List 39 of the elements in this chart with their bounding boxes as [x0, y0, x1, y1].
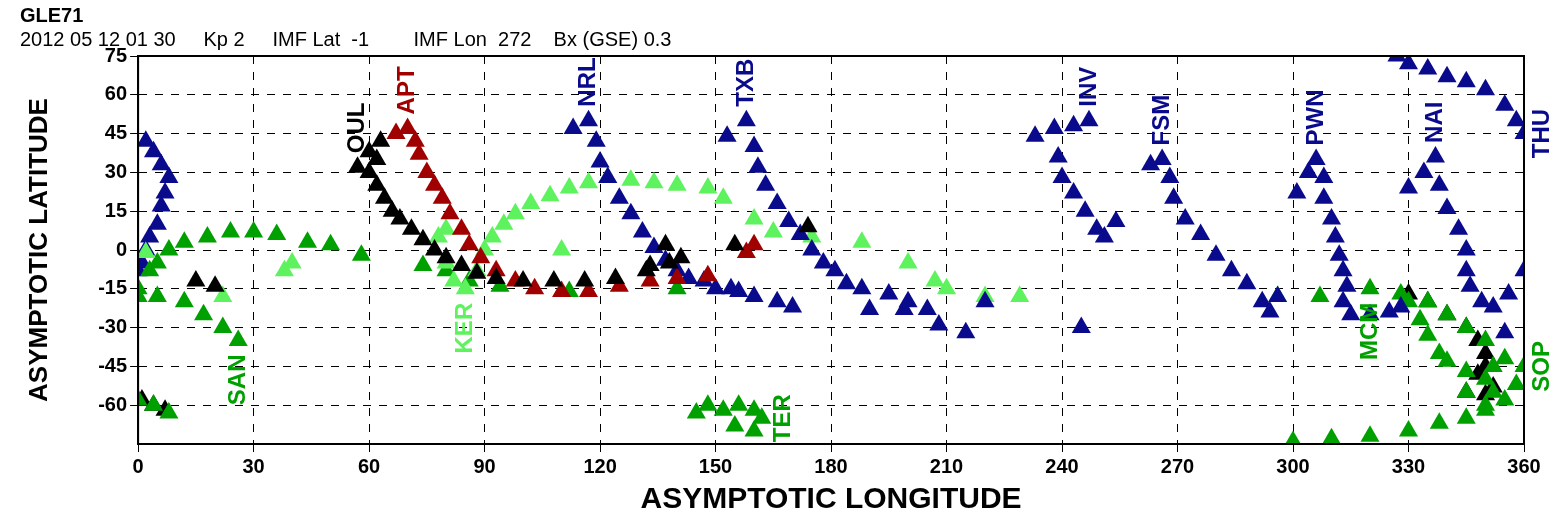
x-tick-label: 360	[1507, 454, 1541, 477]
y-tick-label: 15	[104, 198, 128, 221]
text: THU	[1526, 108, 1554, 159]
text: TER	[768, 394, 796, 443]
text: KER	[449, 302, 477, 354]
x-tick-label: 30	[242, 454, 265, 477]
text: MCM	[1354, 302, 1382, 361]
x-tick-label: 330	[1391, 454, 1426, 477]
x-tick-label: 120	[583, 454, 617, 477]
x-tick-label: 210	[929, 454, 964, 477]
y-axis-title: ASYMPTOTIC LATITUDE	[22, 98, 53, 402]
text: SAN	[222, 354, 250, 406]
y-tick-label: -15	[98, 276, 128, 299]
text: OUL	[342, 102, 370, 154]
text: PWN	[1300, 89, 1328, 146]
y-tick-label: -45	[98, 353, 128, 376]
text: TXB	[730, 58, 758, 107]
y-tick-label: 60	[104, 82, 128, 105]
x-tick-label: 180	[814, 454, 848, 477]
x-tick-label: 300	[1276, 454, 1310, 477]
text: FSM	[1146, 94, 1174, 146]
x-tick-label: 150	[698, 454, 733, 477]
text: NRL	[573, 57, 601, 107]
y-tick-label: -60	[98, 392, 128, 415]
y-tick-label: 30	[104, 159, 128, 182]
text: NAI	[1420, 101, 1448, 143]
text: SOP	[1526, 341, 1554, 392]
chart-title: GLE71	[20, 3, 84, 26]
x-tick-label: 60	[357, 454, 381, 477]
y-tick-label: 45	[104, 121, 128, 144]
x-tick-label: 270	[1160, 454, 1195, 477]
y-tick-label: 0	[115, 237, 128, 260]
x-tick-label: 240	[1045, 454, 1079, 477]
x-tick-label: 0	[132, 454, 144, 477]
x-axis-title: ASYMPTOTIC LONGITUDE	[640, 481, 1022, 515]
y-tick-label: -30	[98, 315, 128, 338]
x-tick-label: 90	[473, 454, 496, 477]
text: INV	[1073, 66, 1101, 107]
text: APT	[392, 66, 420, 115]
